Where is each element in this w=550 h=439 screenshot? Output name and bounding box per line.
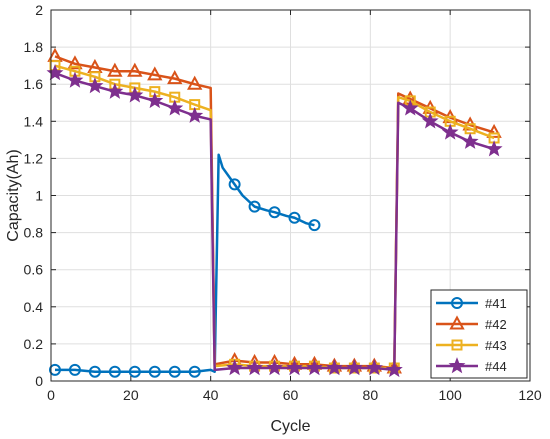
x-tick-label: 100 xyxy=(438,387,462,403)
data-point xyxy=(107,62,123,77)
legend-box xyxy=(430,289,528,379)
data-point xyxy=(228,178,241,191)
x-tick-label: 20 xyxy=(123,387,139,403)
legend-item: #42 xyxy=(436,315,507,332)
data-point xyxy=(88,365,101,378)
x-tick-label: 120 xyxy=(518,387,542,403)
data-point xyxy=(66,71,84,88)
data-point xyxy=(108,365,121,378)
y-tick-label: 0.8 xyxy=(24,225,44,241)
data-point xyxy=(461,132,479,149)
legend-marker xyxy=(451,339,463,351)
data-point xyxy=(268,206,281,219)
data-point xyxy=(345,359,363,376)
y-tick-label: 0 xyxy=(35,373,43,389)
data-point xyxy=(68,363,81,376)
data-point xyxy=(168,365,181,378)
data-point xyxy=(266,359,284,376)
x-tick-label: 60 xyxy=(283,387,299,403)
data-point xyxy=(106,82,124,99)
y-tick-label: 1 xyxy=(35,188,43,204)
series-1 xyxy=(48,153,321,378)
y-tick-label: 0.2 xyxy=(24,336,44,352)
legend-marker xyxy=(451,297,463,309)
data-point xyxy=(126,86,144,103)
data-point xyxy=(441,123,459,140)
data-point xyxy=(288,211,301,224)
x-tick-label: 80 xyxy=(363,387,379,403)
data-point xyxy=(401,99,419,116)
legend-marker xyxy=(448,357,466,374)
y-tick-label: 1.2 xyxy=(24,150,44,166)
series-line xyxy=(54,153,315,373)
data-point xyxy=(148,365,161,378)
legend-item: #44 xyxy=(436,357,507,374)
data-point xyxy=(248,200,261,213)
legend: #41 #42 #43 #44 xyxy=(430,289,528,379)
x-tick-label: 40 xyxy=(203,387,219,403)
legend-item: #41 xyxy=(436,296,507,311)
series-layer xyxy=(46,47,503,378)
data-point xyxy=(186,106,204,123)
data-point xyxy=(246,359,264,376)
data-point xyxy=(188,365,201,378)
y-axis-title: Capacity(Ah) xyxy=(5,149,22,241)
legend-item: #43 xyxy=(436,338,507,353)
data-point xyxy=(365,359,383,376)
y-tick-label: 1.8 xyxy=(24,39,44,55)
y-tick-label: 0.6 xyxy=(24,262,44,278)
data-point xyxy=(485,140,503,157)
series-4 xyxy=(46,64,503,378)
legend-label: #41 xyxy=(485,296,507,311)
y-tick-label: 1.6 xyxy=(24,76,44,92)
data-point xyxy=(385,360,403,378)
data-point xyxy=(48,363,61,376)
data-point xyxy=(128,365,141,378)
data-point xyxy=(308,219,321,232)
data-point xyxy=(305,359,323,376)
x-axis-title: Cycle xyxy=(270,418,310,435)
legend-label: #44 xyxy=(485,359,507,374)
tick-layer: 0 20 40 60 80 100 120 0 0.2 0.4 0.6 0.8 1 1.2 1.4 1.6 1.… xyxy=(24,2,542,403)
legend-marker xyxy=(449,315,465,330)
data-point xyxy=(67,55,83,70)
data-point xyxy=(325,359,343,376)
y-tick-label: 2 xyxy=(35,2,43,18)
legend-label: #43 xyxy=(485,338,507,353)
data-point xyxy=(147,66,163,81)
data-point xyxy=(127,62,143,77)
data-point xyxy=(167,70,183,85)
y-tick-label: 1.4 xyxy=(24,113,44,129)
y-tick-label: 0.4 xyxy=(24,299,44,315)
data-point xyxy=(86,77,104,94)
data-point xyxy=(421,112,439,129)
data-point xyxy=(146,91,164,109)
data-point xyxy=(166,99,184,116)
legend-label: #42 xyxy=(485,317,507,332)
x-tick-label: 0 xyxy=(47,387,55,403)
data-point xyxy=(286,359,303,376)
data-point xyxy=(46,64,64,81)
data-point xyxy=(187,75,203,90)
data-point xyxy=(226,359,244,376)
